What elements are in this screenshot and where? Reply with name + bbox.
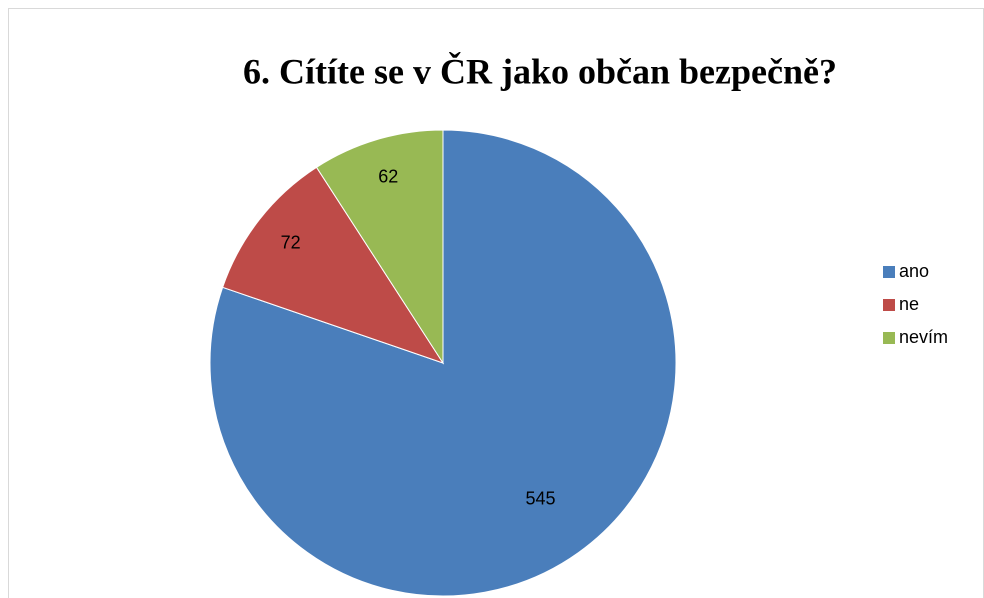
data-label: 545 — [525, 488, 555, 508]
pie-slice — [315, 129, 444, 365]
legend-swatch — [883, 332, 895, 344]
chart-title: 6. Cítíte se v ČR jako občan bezpečně? — [243, 51, 837, 91]
legend-label: ne — [899, 294, 919, 314]
legend-swatch — [883, 299, 895, 311]
legend-label: nevím — [899, 327, 948, 347]
legend-label: ano — [899, 261, 929, 281]
data-label: 72 — [281, 233, 301, 253]
pie-slice — [221, 166, 445, 364]
legend-swatch — [883, 266, 895, 278]
data-label: 62 — [378, 166, 398, 186]
